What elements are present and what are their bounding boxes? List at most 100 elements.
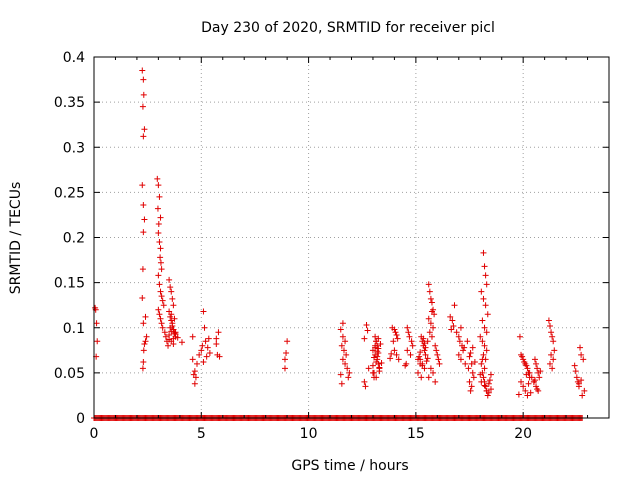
data-point <box>141 216 148 223</box>
data-point <box>371 369 378 376</box>
data-point <box>178 339 185 346</box>
data-point <box>157 315 164 322</box>
data-point <box>550 356 557 363</box>
x-axis-label: GPS time / hours <box>291 458 408 474</box>
data-point <box>432 378 439 385</box>
y-tick-label: 0.35 <box>54 95 85 111</box>
data-point <box>523 371 530 378</box>
x-tick-label: 5 <box>197 426 206 442</box>
data-point <box>338 342 345 349</box>
data-point <box>433 347 440 354</box>
data-point <box>485 380 492 387</box>
data-point <box>515 391 522 398</box>
data-point <box>449 317 456 324</box>
data-point <box>427 320 434 327</box>
data-point <box>409 342 416 349</box>
data-point <box>481 342 488 349</box>
data-point <box>435 356 442 363</box>
data-point <box>425 315 432 322</box>
data-point <box>140 133 147 140</box>
data-point <box>549 333 556 340</box>
data-point <box>205 335 212 342</box>
data-point <box>202 338 209 345</box>
data-point <box>546 360 553 367</box>
data-point <box>362 383 369 390</box>
data-point <box>376 364 383 371</box>
data-point <box>465 365 472 372</box>
data-point <box>191 380 198 387</box>
data-point <box>213 340 220 347</box>
data-point <box>387 355 394 362</box>
data-point <box>281 356 288 363</box>
data-point <box>140 320 147 327</box>
data-point <box>165 342 172 349</box>
data-point <box>168 311 175 318</box>
data-point <box>481 365 488 372</box>
data-point <box>406 333 413 340</box>
data-point <box>477 333 484 340</box>
data-point <box>467 350 474 357</box>
data-point <box>169 320 176 327</box>
data-point <box>199 342 206 349</box>
data-point <box>374 353 381 360</box>
data-point <box>485 389 492 396</box>
data-point <box>140 202 147 209</box>
data-point <box>447 313 454 320</box>
data-point <box>548 329 555 336</box>
data-point <box>415 369 422 376</box>
data-point <box>455 351 462 358</box>
data-point <box>455 333 462 340</box>
data-point <box>578 377 585 384</box>
grid-lines <box>94 57 609 418</box>
data-point <box>466 378 473 385</box>
data-point <box>378 359 385 366</box>
data-point <box>361 335 368 342</box>
data-point <box>468 383 475 390</box>
data-point <box>192 374 199 381</box>
data-point <box>537 368 544 375</box>
data-point <box>533 360 540 367</box>
data-point <box>155 182 162 189</box>
data-point <box>139 103 146 110</box>
data-point <box>345 374 352 381</box>
data-point <box>140 359 147 366</box>
data-point <box>342 360 349 367</box>
data-point <box>170 335 177 342</box>
x-tick-label: 10 <box>300 426 318 442</box>
data-point <box>425 281 432 288</box>
data-point <box>527 389 534 396</box>
data-point <box>154 205 161 212</box>
data-point <box>158 320 165 327</box>
data-point <box>375 345 382 352</box>
data-point <box>161 329 168 336</box>
data-point <box>140 347 147 354</box>
data-point <box>460 347 467 354</box>
data-point <box>571 362 578 369</box>
data-point <box>451 302 458 309</box>
data-point <box>337 326 344 333</box>
y-tick-label: 0 <box>76 411 85 427</box>
data-point <box>391 326 398 333</box>
data-point <box>471 359 478 366</box>
data-point <box>482 383 489 390</box>
y-tick-label: 0.3 <box>63 140 85 156</box>
data-point <box>167 313 174 320</box>
data-point <box>487 371 494 378</box>
data-point <box>390 338 397 345</box>
data-point <box>346 369 353 376</box>
data-point <box>171 315 178 322</box>
data-point <box>424 338 431 345</box>
data-point <box>156 311 163 318</box>
data-point <box>520 383 527 390</box>
data-point <box>140 76 147 83</box>
data-point <box>430 369 437 376</box>
data-point <box>482 302 489 309</box>
y-tick-label: 0.15 <box>54 276 85 292</box>
data-point <box>578 351 585 358</box>
data-point <box>395 356 402 363</box>
data-point <box>404 347 411 354</box>
data-point <box>524 365 531 372</box>
data-point <box>469 344 476 351</box>
data-point <box>157 214 164 221</box>
y-tick-label: 0.2 <box>63 231 85 247</box>
